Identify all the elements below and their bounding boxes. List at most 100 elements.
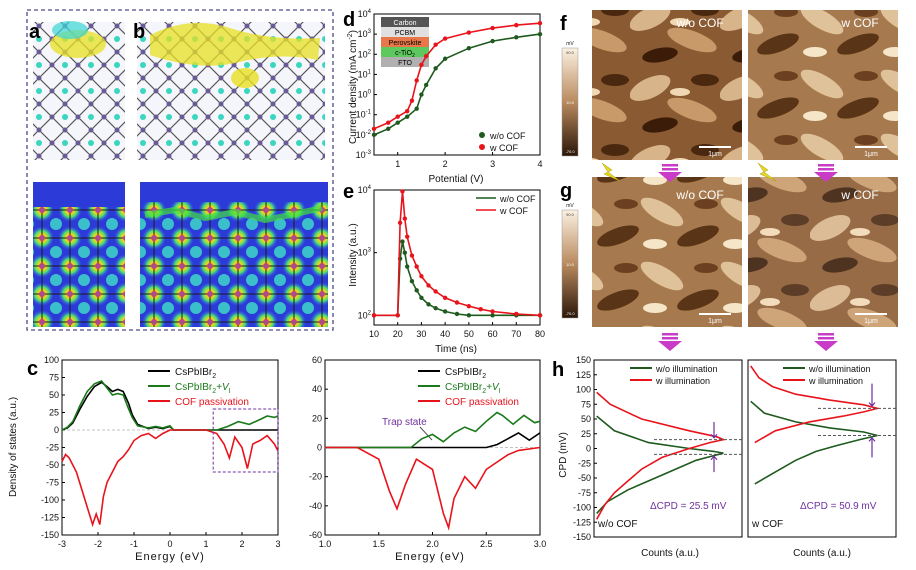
y-tick-label: 0 <box>586 444 591 454</box>
y-tick-label: -100 <box>573 503 591 513</box>
down-arrow-icon <box>658 164 682 182</box>
colorbar-f <box>561 47 579 157</box>
data-point <box>405 108 410 114</box>
x-tick-label: 60 <box>488 329 498 339</box>
data-point <box>405 114 410 119</box>
h-right-xlabel: Counts (a.u.) <box>793 548 851 559</box>
y-tick-label: 100 <box>44 355 59 365</box>
y-tick-label: -125 <box>41 513 59 523</box>
x-tick-label: 50 <box>464 329 474 339</box>
h-right-legend: w/o illumination w illumination <box>783 364 871 386</box>
data-point <box>371 313 377 318</box>
e-ylabel: Intensity (a.u.) <box>348 223 359 286</box>
data-point <box>414 78 419 83</box>
colorbar-g-tick-bot: -70.0 <box>565 311 575 316</box>
legend-label-w: w COF <box>499 206 529 216</box>
afm-g-label-w: w COF <box>840 188 878 202</box>
layer-perovskite-label: Perovskite <box>389 40 422 47</box>
legend-label-cof: COF passivation <box>445 397 519 408</box>
data-point <box>402 250 408 255</box>
x-tick-label: 3 <box>490 159 495 169</box>
data-point <box>490 309 495 314</box>
x-tick-label: 20 <box>393 329 403 339</box>
data-point <box>537 313 543 318</box>
y-tick-label: 60 <box>312 355 322 365</box>
legend-label-wo: w/o COF <box>499 194 536 204</box>
charge-density-a2 <box>52 21 88 39</box>
scalebar-g1-label: 1μm <box>708 318 722 325</box>
legend-label-cspbibr2: CsPbIBr2 <box>175 367 216 380</box>
panel-letter-b: b <box>133 21 145 43</box>
scalebar-g2-label: 1μm <box>864 318 878 325</box>
afm-f-label-w: w COF <box>840 16 878 30</box>
y-tick-label: 10-2 <box>356 130 372 140</box>
panel-fg: f g mV 90.0 10.0 -70.0 mV 90.0 10.0 -70.… <box>560 10 898 351</box>
y-tick-label: 104 <box>358 9 372 19</box>
y-tick-label: 150 <box>576 355 591 365</box>
afm-map-f-wo-cof <box>592 10 742 160</box>
data-point <box>397 220 403 225</box>
y-tick-label: -150 <box>41 530 59 540</box>
scalebar-f2-label: 1μm <box>864 151 878 158</box>
plot-frame <box>373 13 541 156</box>
data-point <box>514 35 519 40</box>
y-tick-label: -60 <box>309 530 322 540</box>
legend-label-w-illum: w illumination <box>808 376 863 386</box>
h-right-sample-label: w COF <box>751 519 783 530</box>
y-tick-label: -20 <box>309 472 322 482</box>
y-tick-label: 0 <box>54 425 59 435</box>
layer-ctio2 <box>381 47 429 57</box>
legend-label-wo-illum: w/o illumination <box>655 364 718 374</box>
y-tick-label: 75 <box>49 373 59 383</box>
data-point <box>400 239 405 244</box>
data-point <box>423 82 429 88</box>
y-tick-label: 10-3 <box>356 150 372 160</box>
panel-ab: a b <box>26 9 334 331</box>
data-point <box>442 309 448 314</box>
y-tick-label: -75 <box>46 478 59 488</box>
legend-marker-w <box>479 144 485 150</box>
data-point <box>426 302 431 307</box>
legend-marker-wo <box>479 132 485 138</box>
dcpd-right-label: ΔCPD = 50.9 mV <box>800 501 877 512</box>
charge-density-b2 <box>231 68 259 88</box>
data-point <box>442 295 448 301</box>
colorbar-f-tick-bot: -70.0 <box>565 149 575 154</box>
elf-map-b-vacuum <box>140 182 328 202</box>
data-point <box>433 66 438 71</box>
y-tick-label: 25 <box>581 429 591 439</box>
d-legend: w/o COF w COF <box>479 131 526 153</box>
elf-map-a-vacuum <box>33 182 125 207</box>
x-tick-label: 1.5 <box>372 539 385 549</box>
layer-carbon <box>381 17 429 27</box>
afm-map-f-w-cof <box>748 10 898 160</box>
series-line <box>596 415 724 514</box>
afm-g-label-wo: w/o COF <box>675 188 723 202</box>
colorbar-g-unit: mV <box>566 203 574 209</box>
x-tick-label: 0 <box>167 539 172 549</box>
legend-label-w: w COF <box>489 143 519 153</box>
plot-frame <box>747 359 897 538</box>
c-right-xlabel: Energy (eV) <box>395 551 465 563</box>
colorbar-f-unit: mV <box>566 41 574 47</box>
y-tick-label: 50 <box>581 414 591 424</box>
h-left-legend: w/o illumination w illumination <box>630 364 718 386</box>
elf-map-b <box>140 182 328 327</box>
illumination-bolt-icon <box>757 162 777 182</box>
y-tick-label: 75 <box>581 399 591 409</box>
y-tick-label: 102 <box>358 49 372 59</box>
data-point <box>466 313 472 318</box>
series-line <box>596 391 727 520</box>
legend-label-wo-illum: w/o illumination <box>808 364 871 374</box>
x-tick-label: 2.0 <box>426 539 439 549</box>
y-tick-label: 10-1 <box>356 110 372 120</box>
series-line <box>325 446 541 531</box>
trap-state-pointer <box>419 426 433 441</box>
layer-fto-label: FTO <box>398 60 412 67</box>
data-point <box>426 283 431 288</box>
data-point <box>442 36 448 41</box>
data-point <box>409 253 415 258</box>
panel-letter-c: c <box>27 358 38 380</box>
panel-d: d Current density (mA cm-2) Potential (V… <box>343 9 526 185</box>
colorbar-g-tick-mid: 10.0 <box>566 262 575 267</box>
